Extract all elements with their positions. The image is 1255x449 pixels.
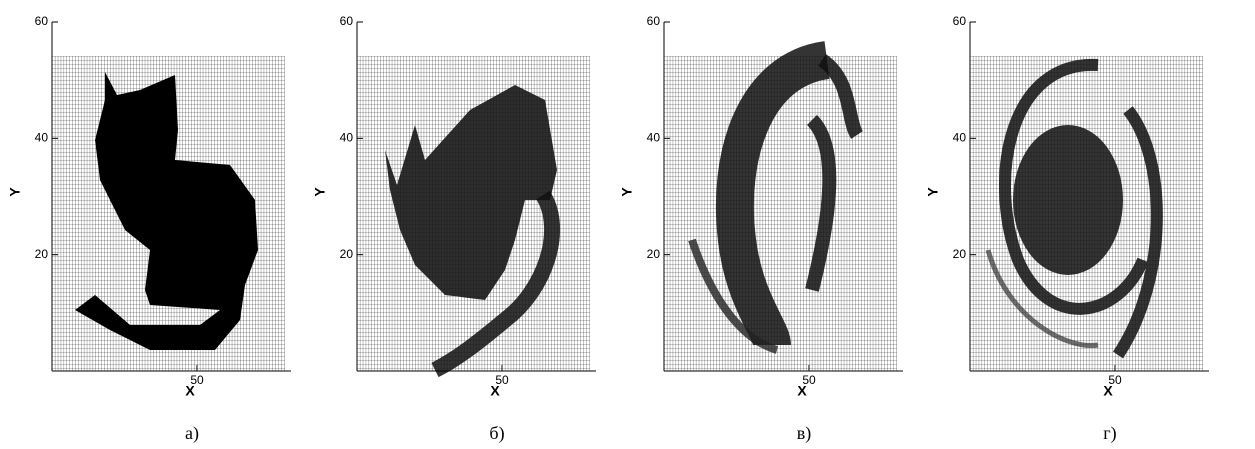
x-tick-label: 100 <box>944 373 964 387</box>
x-axis-label: X <box>490 383 500 399</box>
y-tick-label: 60 <box>647 14 661 28</box>
shape <box>985 249 1099 349</box>
y-tick-label: 40 <box>340 131 354 145</box>
x-tick-label: 50 <box>1108 373 1122 387</box>
y-tick-label: 60 <box>35 14 49 28</box>
y-tick-label: 20 <box>35 247 49 261</box>
panel: 20 40 60 50 100 X Yг) <box>925 14 1255 444</box>
y-tick-label: 60 <box>953 14 967 28</box>
x-axis-label: X <box>1103 383 1113 399</box>
shape <box>715 41 831 348</box>
y-tick-label: 40 <box>647 131 661 145</box>
x-tick-label: 100 <box>332 373 352 387</box>
x-tick-label: 100 <box>1250 373 1255 387</box>
y-tick-label: 20 <box>647 247 661 261</box>
shape <box>688 238 779 354</box>
y-axis-label: Y <box>619 187 635 197</box>
x-tick-label: 50 <box>495 373 509 387</box>
x-axis-label: X <box>185 383 195 399</box>
y-tick-label: 40 <box>953 131 967 145</box>
y-axis-label: Y <box>312 187 328 197</box>
caption: г) <box>1103 423 1116 444</box>
x-tick-label: 100 <box>637 373 657 387</box>
y-tick-label: 40 <box>35 131 49 145</box>
shape <box>999 58 1163 359</box>
caption: в) <box>797 423 812 444</box>
panel: 20 40 60 50 100 X Yб) <box>312 14 657 444</box>
panel: 20 40 60 50 100 X Yв) <box>619 14 964 444</box>
caption: б) <box>489 423 504 444</box>
x-tick-label: 50 <box>802 373 816 387</box>
shape <box>385 85 557 300</box>
y-axis-label: Y <box>7 187 23 197</box>
x-tick-label: 50 <box>190 373 204 387</box>
cat-shape <box>75 72 258 350</box>
y-tick-label: 20 <box>953 247 967 261</box>
panel: 20 40 60 50 100 X Yа) <box>7 14 352 444</box>
shape <box>1013 125 1123 275</box>
y-tick-label: 20 <box>340 247 354 261</box>
x-axis-label: X <box>797 383 807 399</box>
y-tick-label: 60 <box>340 14 354 28</box>
y-axis-label: Y <box>925 187 941 197</box>
shape <box>431 190 561 378</box>
caption: а) <box>185 423 199 444</box>
shape <box>805 54 864 292</box>
